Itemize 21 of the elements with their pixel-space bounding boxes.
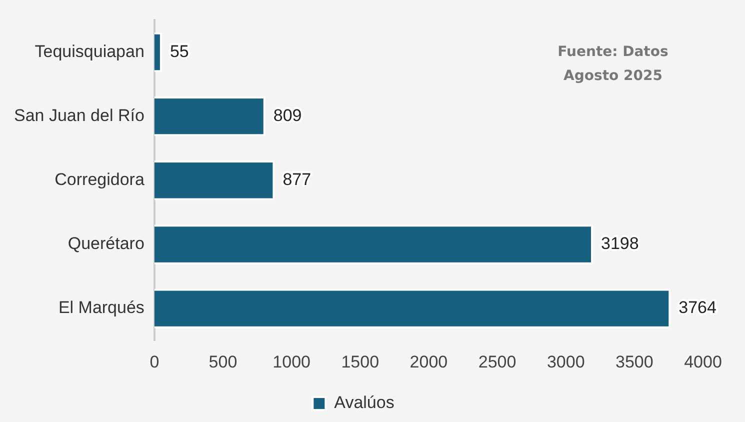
y-tick-label: Tequisquiapan bbox=[34, 42, 144, 61]
data-label: 3764 bbox=[678, 298, 716, 318]
y-tick-label: San Juan del Río bbox=[14, 106, 144, 126]
x-tick-label: 2500 bbox=[478, 352, 516, 372]
y-tick-label: Corregidora bbox=[54, 170, 145, 190]
data-label: 55 bbox=[170, 42, 189, 61]
x-tick-label: 1000 bbox=[272, 352, 310, 372]
y-tick-label: Querétaro bbox=[68, 234, 144, 254]
x-tick-label: 500 bbox=[208, 352, 238, 372]
data-label: 809 bbox=[273, 106, 302, 126]
x-tick-label: 4000 bbox=[684, 352, 722, 372]
annotation: Fuente: Datos Agosto 2025 bbox=[556, 43, 670, 86]
x-tick-label: 1500 bbox=[341, 352, 380, 372]
x-tick-label: 3500 bbox=[616, 352, 654, 372]
y-tick-label: El Marqués bbox=[58, 298, 144, 318]
data-label: 3198 bbox=[601, 234, 639, 254]
x-tick-label: 0 bbox=[150, 352, 160, 372]
x-tick-label: 3000 bbox=[546, 352, 585, 372]
legend-label: Avalúos bbox=[334, 393, 394, 412]
x-tick-label: 2000 bbox=[410, 352, 448, 372]
data-label: 877 bbox=[282, 170, 312, 190]
